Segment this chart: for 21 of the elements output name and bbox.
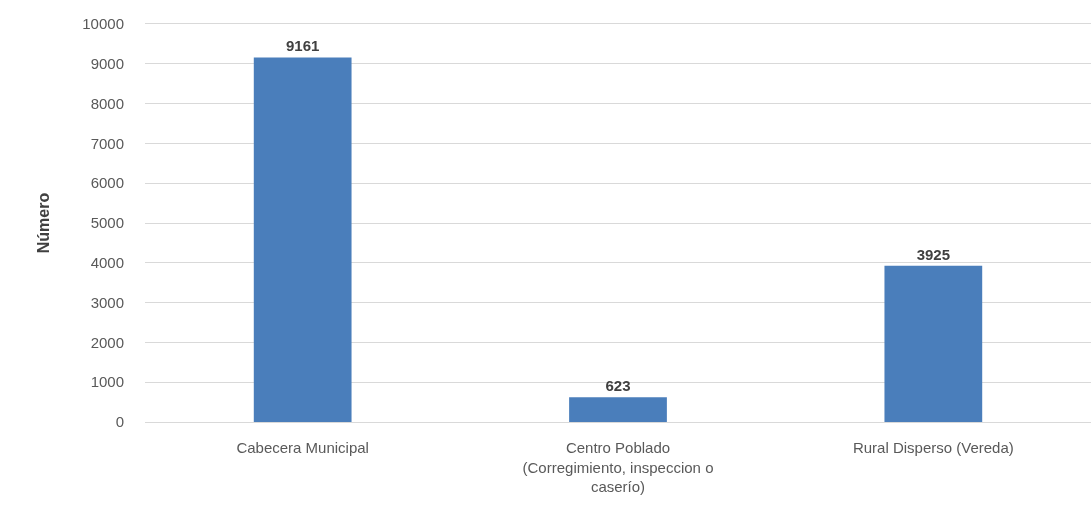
y-tick-label: 7000 bbox=[90, 134, 124, 152]
y-tick-label: 3000 bbox=[90, 293, 124, 311]
y-tick-label: 4000 bbox=[90, 254, 124, 272]
y-tick-label: 8000 bbox=[90, 94, 124, 112]
bar bbox=[253, 57, 352, 422]
x-tick-label: Cabecera Municipal bbox=[236, 439, 369, 456]
y-tick-label: 10000 bbox=[82, 15, 124, 33]
data-label: 623 bbox=[605, 377, 631, 395]
bar bbox=[884, 265, 983, 422]
x-tick-label: Centro Poblado (Corregimiento, inspeccion o caserío) bbox=[522, 439, 714, 495]
bar bbox=[569, 397, 667, 422]
y-tick-label: 1000 bbox=[90, 373, 124, 391]
data-label: 3925 bbox=[916, 245, 951, 263]
y-axis-title: Número bbox=[35, 192, 53, 254]
y-tick-label: 0 bbox=[115, 413, 124, 431]
y-tick-label: 9000 bbox=[90, 55, 124, 73]
data-label: 9161 bbox=[285, 37, 320, 55]
y-tick-label: 5000 bbox=[90, 214, 124, 232]
x-tick-label: Rural Disperso (Vereda) bbox=[852, 439, 1014, 456]
y-tick-label: 2000 bbox=[90, 333, 124, 351]
y-tick-label: 6000 bbox=[90, 174, 124, 192]
